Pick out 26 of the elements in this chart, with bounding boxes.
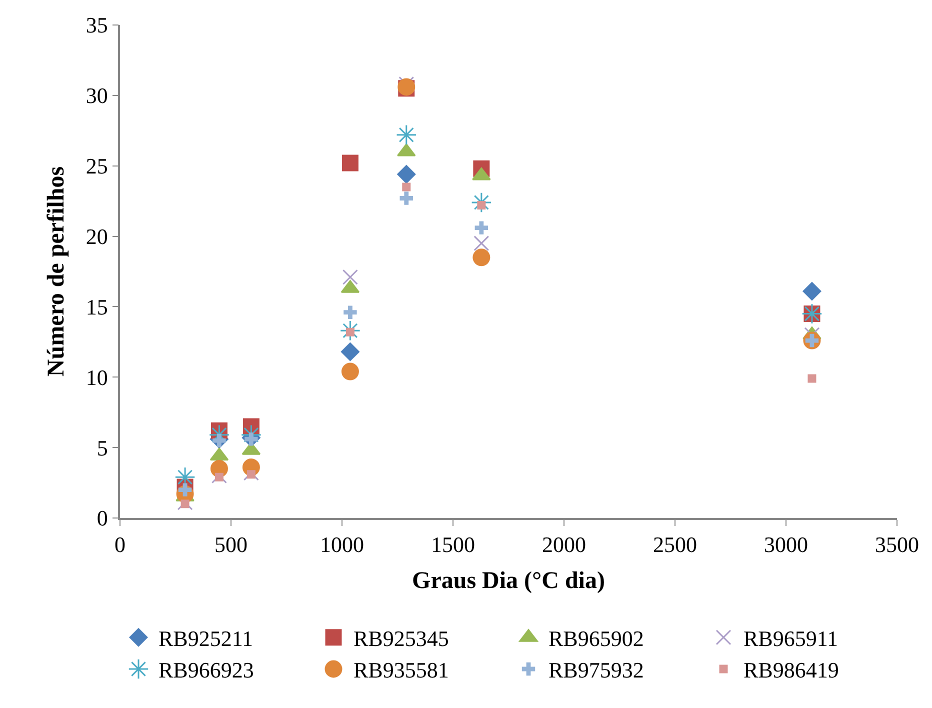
y-tick-label: 0 [96,506,108,531]
y-tick-label: 30 [86,83,108,108]
y-tick-label: 35 [86,12,108,38]
x-axis-title: Graus Dia (°C dia) [412,568,605,594]
x-tick-label: 2500 [653,532,697,558]
y-tick-label: 10 [86,364,108,390]
legend-label: RB965902 [548,626,644,651]
legend-label: RB925345 [354,626,449,651]
y-tick-label: 15 [86,294,108,320]
legend-label: RB965911 [744,626,838,651]
x-tick-label: 3000 [764,532,808,558]
x-tick-label: 3500 [875,532,919,558]
x-tick-label: 1500 [431,532,475,558]
x-tick-label: 1000 [320,532,364,558]
legend-label: RB975932 [548,658,644,683]
legend-label: RB935581 [354,658,449,683]
y-axis-title: Número de perfilhos [43,166,70,377]
x-tick-label: 0 [114,532,126,558]
x-tick-label: 2000 [542,532,586,558]
legend-label: RB966923 [158,658,254,683]
y-tick-label: 20 [86,224,108,249]
legend-label: RB925211 [158,626,254,651]
x-tick-label: 500 [214,532,248,558]
y-tick-label: 5 [96,435,108,460]
legend-label: RB986419 [744,658,839,683]
y-tick-label: 25 [86,154,108,179]
